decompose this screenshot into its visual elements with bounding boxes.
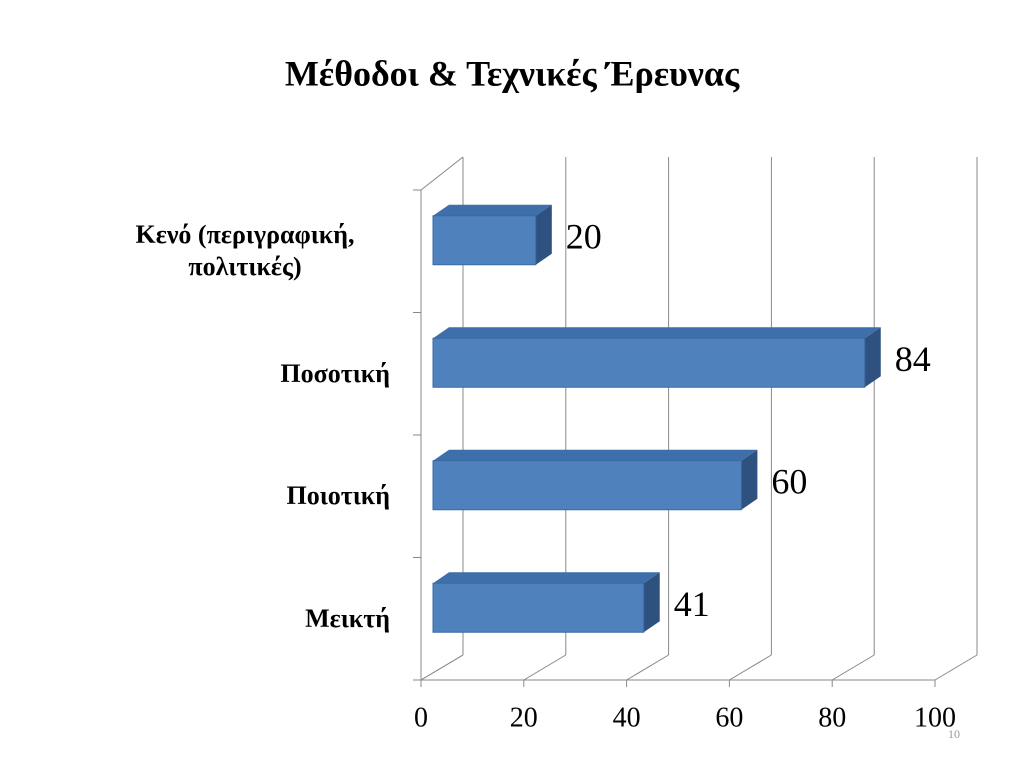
value-label: 60 bbox=[771, 462, 807, 502]
y-tick-label: Ποιοτική bbox=[286, 481, 390, 511]
value-label: 84 bbox=[895, 339, 931, 379]
chart-title: Μέθοδοι & Τεχνικές Έρευνας bbox=[285, 53, 740, 93]
x-tick-label: 0 bbox=[414, 702, 428, 733]
y-tick-label: Κενό (περιγραφική, πολιτικές) bbox=[135, 220, 355, 282]
x-tick-label: 80 bbox=[818, 702, 846, 733]
grid-line bbox=[934, 654, 978, 681]
slide-number: 10 bbox=[948, 727, 960, 741]
grid-line bbox=[729, 654, 772, 681]
bar-side bbox=[864, 327, 881, 388]
x-tick-label: 100 bbox=[914, 702, 956, 733]
wall-edge bbox=[420, 156, 464, 191]
bar-top bbox=[433, 327, 881, 339]
value-label: 20 bbox=[566, 217, 602, 257]
bar bbox=[432, 337, 866, 388]
bar bbox=[432, 460, 742, 511]
y-tick-label: Μεικτή bbox=[305, 603, 390, 633]
bar-side bbox=[643, 572, 660, 633]
grid-line bbox=[523, 654, 567, 681]
bar-side bbox=[535, 204, 552, 265]
grid-line bbox=[831, 654, 875, 681]
grid-line bbox=[420, 654, 464, 681]
x-tick-label: 40 bbox=[613, 702, 641, 733]
y-tick-label: Ποσοτική bbox=[280, 358, 390, 388]
bar bbox=[432, 215, 537, 266]
value-label: 41 bbox=[674, 584, 710, 624]
bar-side bbox=[741, 449, 758, 510]
bar-top bbox=[433, 204, 552, 216]
x-tick-label: 20 bbox=[510, 702, 538, 733]
bar-top bbox=[433, 449, 758, 461]
bar bbox=[432, 582, 645, 633]
grid-line bbox=[626, 654, 669, 681]
bar-top bbox=[433, 572, 660, 584]
x-tick-label: 60 bbox=[715, 702, 743, 733]
